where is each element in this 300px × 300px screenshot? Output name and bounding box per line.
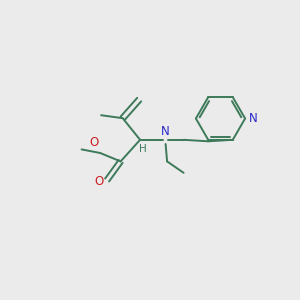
Text: H: H	[139, 144, 146, 154]
Text: N: N	[161, 125, 170, 138]
Text: O: O	[94, 175, 104, 188]
Text: O: O	[90, 136, 99, 149]
Text: N: N	[249, 112, 258, 125]
